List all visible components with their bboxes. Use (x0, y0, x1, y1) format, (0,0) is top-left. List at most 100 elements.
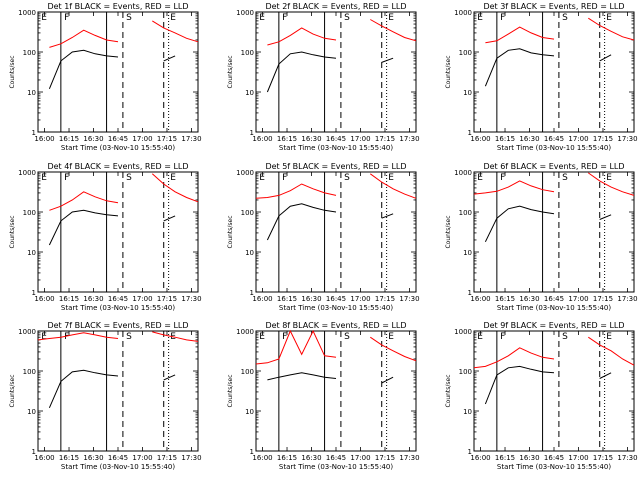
phase-marker-label: F (500, 332, 505, 342)
x-tick-label: 17:00 (132, 295, 152, 303)
x-tick-label: 17:30 (399, 295, 419, 303)
x-tick-label: 16:00 (34, 135, 54, 143)
series-events-line (163, 55, 176, 62)
series-events-line (48, 209, 119, 246)
y-tick-label: 1000 (236, 9, 254, 17)
series-lld-line (49, 191, 119, 211)
plot-frame (37, 11, 199, 133)
y-tick-label: 1 (250, 129, 254, 137)
series-lld-line (473, 180, 555, 195)
phase-marker-label: S (126, 13, 132, 23)
plot-frame (473, 330, 635, 452)
x-tick-label: 17:30 (617, 295, 637, 303)
series-lld-line (49, 29, 119, 48)
x-tick-label: 17:00 (132, 454, 152, 462)
series-events-line (484, 48, 555, 87)
x-tick-label: 16:00 (252, 295, 272, 303)
panel-title: Det 9f BLACK = Events, RED = LLD (483, 321, 624, 330)
series-events-line (484, 205, 555, 243)
y-tick-label: 100 (459, 49, 472, 57)
y-tick-label: 10 (27, 89, 36, 97)
x-tick-label: 17:00 (568, 454, 588, 462)
x-tick-label: 17:15 (375, 454, 395, 462)
x-axis-label: Start Time (03-Nov-10 15:55:40) (497, 463, 611, 471)
series-events-line (381, 213, 394, 219)
y-tick-label: 100 (23, 49, 36, 57)
y-tick-label: 1000 (18, 9, 36, 17)
series-lld-line (255, 183, 337, 199)
phase-marker-label: F (64, 332, 69, 342)
y-tick-label: 100 (459, 209, 472, 217)
x-tick-label: 16:30 (83, 295, 103, 303)
y-axis-label: Counts/sec (227, 374, 234, 407)
x-tick-label: 16:45 (326, 135, 346, 143)
y-tick-label: 1 (32, 289, 36, 297)
series-lld-line (588, 17, 635, 41)
x-tick-label: 16:45 (544, 295, 564, 303)
y-tick-label: 1000 (18, 169, 36, 177)
x-tick-label: 17:00 (350, 135, 370, 143)
panel-title: Det 7f BLACK = Events, RED = LLD (47, 321, 188, 330)
phase-marker-label: E (477, 173, 483, 183)
series-lld-line (370, 336, 417, 362)
x-tick-label: 16:30 (301, 454, 321, 462)
x-axis-label: Start Time (03-Nov-10 15:55:40) (61, 304, 175, 312)
x-tick-label: 17:15 (157, 454, 177, 462)
phase-marker-label: S (562, 332, 568, 342)
y-axis-label: Counts/sec (227, 55, 234, 88)
y-tick-label: 10 (245, 89, 254, 97)
series-events-line (48, 49, 119, 89)
x-tick-label: 16:45 (326, 454, 346, 462)
x-tick-label: 17:30 (181, 454, 201, 462)
x-axis-label: Start Time (03-Nov-10 15:55:40) (497, 144, 611, 152)
panel-title: Det 8f BLACK = Events, RED = LLD (265, 321, 406, 330)
series-lld-line (588, 336, 635, 366)
x-axis-label: Start Time (03-Nov-10 15:55:40) (279, 463, 393, 471)
detector-panel-5: Det 5f BLACK = Events, RED = LLD 1 10 100 10… (227, 162, 420, 312)
series-events-line (484, 365, 555, 405)
phase-marker-label: E (259, 173, 265, 183)
x-tick-label: 16:30 (519, 295, 539, 303)
phase-marker-label: S (344, 173, 350, 183)
y-axis-label: Counts/sec (445, 374, 452, 407)
x-tick-label: 16:15 (277, 295, 297, 303)
detector-panel-9: Det 9f BLACK = Events, RED = LLD 1 10 100 10… (445, 321, 638, 471)
series-events-line (599, 214, 612, 220)
phase-marker-label: S (562, 13, 568, 23)
x-tick-label: 17:00 (350, 295, 370, 303)
x-axis-label: Start Time (03-Nov-10 15:55:40) (279, 144, 393, 152)
y-tick-label: 100 (241, 49, 254, 57)
x-tick-label: 16:30 (301, 135, 321, 143)
y-tick-label: 1000 (236, 169, 254, 177)
x-tick-label: 17:15 (157, 135, 177, 143)
series-events-line (381, 376, 394, 384)
x-tick-label: 16:30 (519, 454, 539, 462)
plot-frame (37, 330, 199, 452)
phase-marker-label: F (282, 13, 287, 23)
series-events-line (599, 54, 612, 62)
y-tick-label: 10 (245, 249, 254, 257)
phase-marker-label: S (562, 173, 568, 183)
plot-frame (255, 171, 417, 293)
x-tick-label: 16:15 (495, 135, 515, 143)
phase-marker-label: E (388, 332, 394, 342)
phase-marker-label: E (477, 13, 483, 23)
series-events-line (163, 215, 176, 222)
phase-marker-label: E (170, 173, 176, 183)
y-tick-label: 100 (459, 368, 472, 376)
x-tick-label: 17:30 (399, 135, 419, 143)
x-tick-label: 17:00 (350, 454, 370, 462)
series-lld-line (152, 20, 199, 43)
panel-title: Det 1f BLACK = Events, RED = LLD (47, 2, 188, 11)
phase-marker-label: E (606, 173, 612, 183)
plot-frame (37, 171, 199, 293)
series-events-line (381, 57, 394, 63)
y-tick-label: 10 (27, 408, 36, 416)
series-events-line (266, 51, 337, 93)
phase-marker-label: F (64, 13, 69, 23)
y-tick-label: 1 (250, 289, 254, 297)
x-tick-label: 16:45 (108, 135, 128, 143)
y-tick-label: 10 (463, 89, 472, 97)
y-tick-label: 1 (32, 448, 36, 456)
